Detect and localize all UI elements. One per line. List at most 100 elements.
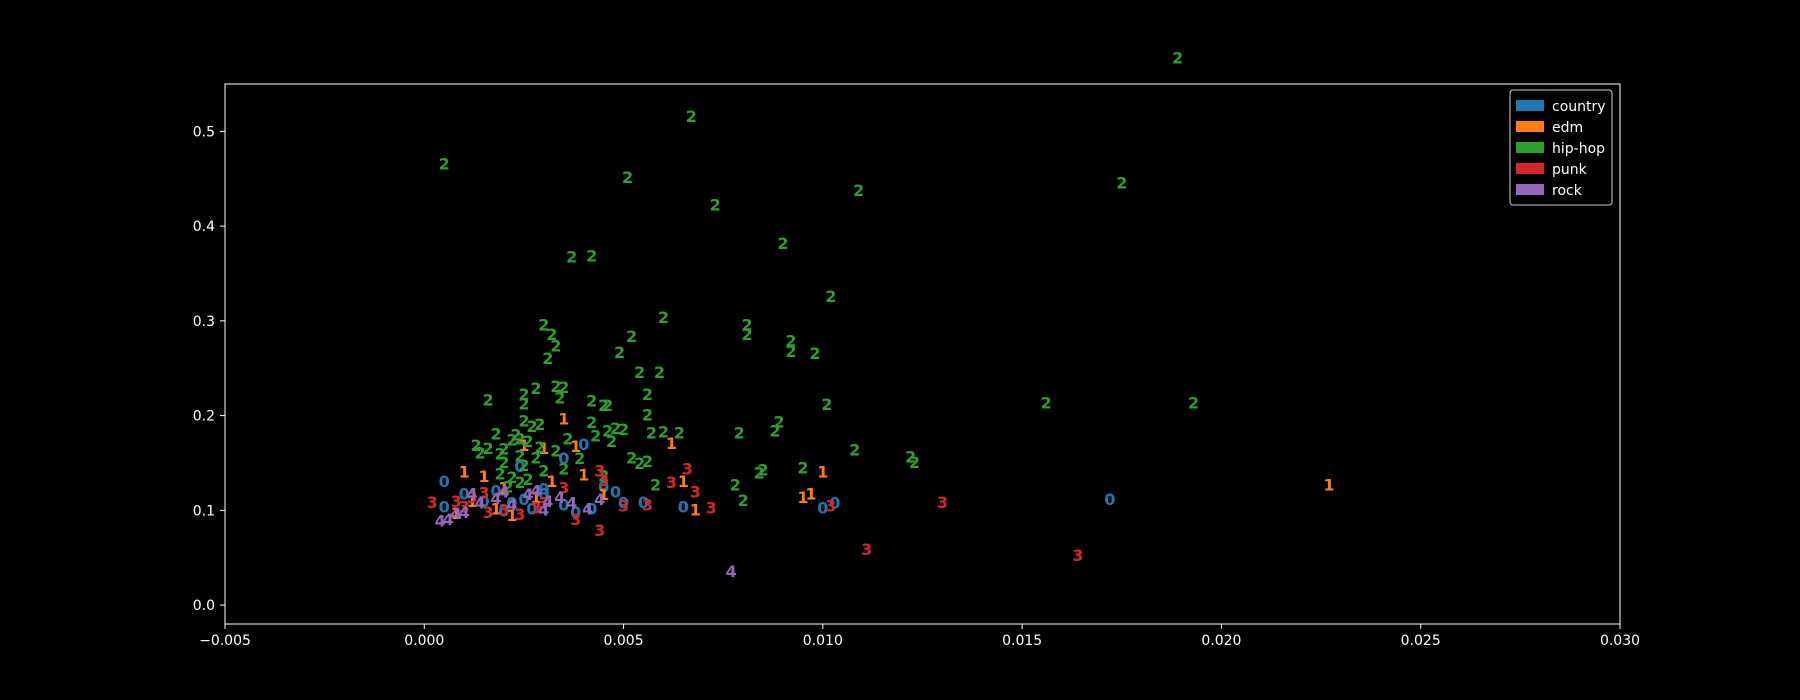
data-point-hip-hop: 2 [510, 426, 521, 445]
data-point-hip-hop: 2 [550, 336, 561, 355]
data-point-country: 0 [578, 435, 589, 454]
data-point-country: 0 [610, 482, 621, 501]
data-point-hip-hop: 2 [610, 419, 621, 438]
data-point-hip-hop: 2 [905, 447, 916, 466]
data-point-hip-hop: 2 [606, 432, 617, 451]
data-point-edm: 1 [1323, 476, 1334, 495]
data-point-hip-hop: 2 [777, 234, 788, 253]
data-point-country: 0 [638, 493, 649, 512]
data-point-punk: 3 [642, 496, 653, 515]
legend-label: country [1552, 99, 1606, 115]
data-point-hip-hop: 2 [494, 464, 505, 483]
data-point-hip-hop: 2 [686, 107, 697, 126]
legend-swatch [1516, 100, 1544, 111]
data-point-hip-hop: 2 [482, 390, 493, 409]
x-axis: −0.005 0.000 0.005 0.010 0.015 0.020 0.025 0.03… [199, 624, 1640, 649]
data-point-hip-hop: 2 [658, 423, 669, 442]
data-point-country: 0 [586, 499, 597, 518]
data-point-rock: 4 [542, 492, 553, 511]
legend-swatch [1516, 184, 1544, 195]
data-point-hip-hop: 2 [538, 462, 549, 481]
y-axis: 0.0 0.1 0.2 0.3 0.4 0.5 [193, 124, 225, 614]
data-point-hip-hop: 2 [742, 325, 753, 344]
data-point-hip-hop: 2 [1116, 174, 1127, 193]
data-point-hip-hop: 2 [797, 459, 808, 478]
data-point-edm: 1 [506, 506, 517, 525]
data-point-punk: 3 [666, 473, 677, 492]
data-point-hip-hop: 2 [514, 429, 525, 448]
data-point-rock: 4 [522, 485, 533, 504]
data-point-hip-hop: 2 [646, 424, 657, 443]
data-point-hip-hop: 2 [534, 438, 545, 457]
data-point-country: 0 [817, 498, 828, 517]
data-point-hip-hop: 2 [909, 453, 920, 472]
data-point-punk: 3 [514, 505, 525, 524]
data-point-hip-hop: 2 [734, 424, 745, 443]
data-point-rock: 4 [490, 489, 501, 508]
data-point-rock: 4 [554, 488, 565, 507]
data-point-country: 0 [439, 472, 450, 491]
x-tick-label: 0.020 [1201, 633, 1241, 649]
data-point-hip-hop: 2 [622, 168, 633, 187]
data-point-edm: 1 [518, 436, 529, 455]
data-point-edm: 1 [598, 485, 609, 504]
legend-swatch [1516, 121, 1544, 132]
y-tick-label: 0.5 [193, 124, 215, 140]
data-point-edm: 1 [467, 492, 478, 511]
data-point-edm: 1 [558, 409, 569, 428]
data-point-rock: 4 [506, 496, 517, 515]
data-point-hip-hop: 2 [1040, 393, 1051, 412]
data-point-edm: 1 [805, 484, 816, 503]
data-point-hip-hop: 2 [849, 441, 860, 460]
data-point-country: 0 [829, 494, 840, 513]
data-point-punk: 3 [479, 483, 490, 502]
x-tick-label: 0.000 [404, 633, 444, 649]
x-tick-label: 0.025 [1401, 633, 1441, 649]
data-point-punk: 3 [598, 471, 609, 490]
data-point-hip-hop: 2 [650, 476, 661, 495]
data-point-hip-hop: 2 [530, 448, 541, 467]
data-point-rock: 4 [459, 503, 470, 522]
data-point-hip-hop: 2 [518, 385, 529, 404]
data-point-hip-hop: 2 [542, 349, 553, 368]
data-point-hip-hop: 2 [558, 378, 569, 397]
data-point-hip-hop: 2 [642, 406, 653, 425]
data-point-country: 0 [498, 501, 509, 520]
data-point-hip-hop: 2 [439, 155, 450, 174]
data-point-country: 0 [558, 449, 569, 468]
data-point-hip-hop: 2 [634, 363, 645, 382]
data-point-rock: 4 [582, 499, 593, 518]
data-point-hip-hop: 2 [602, 422, 613, 441]
data-point-punk: 3 [706, 498, 717, 517]
data-point-hip-hop: 2 [785, 342, 796, 361]
data-point-hip-hop: 2 [534, 415, 545, 434]
data-point-country: 0 [514, 457, 525, 476]
data-point-punk: 3 [467, 488, 478, 507]
data-point-hip-hop: 2 [475, 444, 486, 463]
data-point-rock: 4 [475, 494, 486, 513]
data-point-hip-hop: 2 [506, 430, 517, 449]
data-point-hip-hop: 2 [522, 470, 533, 489]
data-point-hip-hop: 2 [642, 385, 653, 404]
data-point-hip-hop: 2 [626, 448, 637, 467]
data-point-edm: 1 [451, 504, 462, 523]
data-point-hip-hop: 2 [602, 396, 613, 415]
x-tick-label: 0.005 [604, 633, 644, 649]
data-point-hip-hop: 2 [809, 344, 820, 363]
data-point-hip-hop: 2 [471, 436, 482, 455]
data-point-hip-hop: 2 [785, 332, 796, 351]
data-point-hip-hop: 2 [522, 432, 533, 451]
data-point-hip-hop: 2 [514, 473, 525, 492]
y-tick-label: 0.1 [193, 503, 215, 519]
data-point-hip-hop: 2 [490, 425, 501, 444]
data-point-edm: 1 [570, 437, 581, 456]
data-point-hip-hop: 2 [482, 439, 493, 458]
legend-label: hip-hop [1552, 141, 1605, 157]
y-tick-label: 0.4 [193, 219, 215, 235]
data-point-hip-hop: 2 [642, 452, 653, 471]
data-point-punk: 3 [937, 493, 948, 512]
data-point-hip-hop: 2 [558, 460, 569, 479]
data-point-country: 0 [558, 496, 569, 515]
data-point-edm: 1 [530, 488, 541, 507]
